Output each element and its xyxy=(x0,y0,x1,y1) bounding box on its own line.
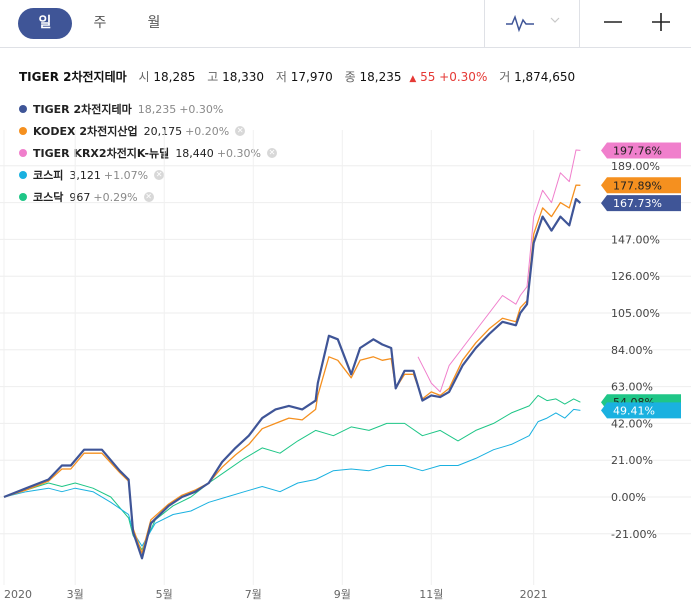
y-tick-label: 105.00% xyxy=(611,307,660,320)
chart-toolbar: 일 주 월 xyxy=(0,0,691,48)
end-value-tag xyxy=(601,402,681,419)
legend-item: 코스피 3,121 +1.07% ✕ xyxy=(19,164,277,186)
y-tick-label: 126.00% xyxy=(611,270,660,283)
series-line xyxy=(3,184,581,554)
end-value-tag xyxy=(601,195,681,212)
x-tick-label: 7월 xyxy=(245,588,262,601)
zoom-in-button[interactable] xyxy=(646,9,676,37)
tab-monthly[interactable]: 월 xyxy=(147,15,161,31)
end-value-label: 177.89% xyxy=(613,179,662,192)
y-tick-label: 42.00% xyxy=(611,417,653,430)
end-value-tag xyxy=(601,177,681,194)
x-tick-label: 2020 xyxy=(4,588,32,601)
series-color-dot xyxy=(19,105,27,113)
low-value: 17,970 xyxy=(290,70,333,84)
high-value: 18,330 xyxy=(222,70,265,84)
chevron-down-icon xyxy=(550,17,560,23)
x-tick-label: 11월 xyxy=(419,588,443,601)
tab-weekly[interactable]: 주 xyxy=(93,15,107,31)
end-value-label: 49.41% xyxy=(613,404,655,417)
close-label: 종 xyxy=(344,70,356,84)
end-value-tag xyxy=(601,142,681,159)
legend-series-change: +1.07% xyxy=(103,168,149,182)
end-value-label: 167.73% xyxy=(613,197,662,210)
series-color-dot xyxy=(19,149,27,157)
instrument-name: TIGER 2차전지테마 xyxy=(19,70,127,84)
change-percent: +0.30% xyxy=(439,70,488,84)
series-color-dot xyxy=(19,171,27,179)
x-tick-label: 5월 xyxy=(156,588,173,601)
x-tick-label: 3월 xyxy=(67,588,84,601)
zoom-out-button[interactable] xyxy=(598,9,628,37)
line-wave-icon xyxy=(506,14,534,33)
y-tick-label: 21.00% xyxy=(611,454,653,467)
series-legend: TIGER 2차전지테마 18,235 +0.30% KODEX 2차전지산업 … xyxy=(19,98,277,208)
minus-icon xyxy=(604,21,622,23)
high-label: 고 xyxy=(207,70,219,84)
y-tick-label: 84.00% xyxy=(611,344,653,357)
remove-series-icon[interactable]: ✕ xyxy=(143,192,154,202)
close-value: 18,235 xyxy=(359,70,402,84)
price-summary: TIGER 2차전지테마 시 18,285 고 18,330 저 17,970 … xyxy=(19,68,575,85)
volume-value: 1,874,650 xyxy=(514,70,576,84)
legend-series-price: 3,121 xyxy=(69,168,101,182)
end-value-label: 197.76% xyxy=(613,144,662,157)
low-label: 저 xyxy=(275,70,287,84)
legend-series-price: 20,175 xyxy=(143,124,183,138)
y-tick-label: 63.00% xyxy=(611,381,653,394)
legend-series-name: TIGER 2차전지테마 xyxy=(33,103,132,116)
change-value: 55 xyxy=(420,70,436,84)
series-color-dot xyxy=(19,193,27,201)
volume-label: 거 xyxy=(499,70,511,84)
legend-series-change: +0.30% xyxy=(216,146,261,160)
legend-item: KODEX 2차전지산업 20,175 +0.20% ✕ xyxy=(19,120,277,142)
legend-series-name: 코스피 xyxy=(33,169,64,182)
toolbar-divider xyxy=(579,0,580,47)
remove-series-icon[interactable]: ✕ xyxy=(235,126,246,136)
legend-series-name: 코스닥 xyxy=(33,191,64,204)
remove-series-icon[interactable]: ✕ xyxy=(154,170,165,180)
chart-type-dropdown[interactable] xyxy=(497,10,579,38)
legend-series-change: +0.30% xyxy=(179,102,224,116)
legend-series-change: +0.29% xyxy=(93,190,138,204)
legend-series-name: KODEX 2차전지산업 xyxy=(33,125,138,138)
series-line xyxy=(3,408,581,547)
series-line xyxy=(3,198,582,560)
legend-item: TIGER 2차전지테마 18,235 +0.30% xyxy=(19,98,277,120)
x-tick-label: 2021 xyxy=(520,588,548,601)
toolbar-divider xyxy=(484,0,485,47)
up-triangle-icon: ▲ xyxy=(409,74,417,84)
open-value: 18,285 xyxy=(153,70,196,84)
y-tick-label: 189.00% xyxy=(611,160,660,173)
legend-item: 코스닥 967 +0.29% ✕ xyxy=(19,186,277,208)
tab-daily[interactable]: 일 xyxy=(18,8,72,39)
legend-series-price: 18,440 xyxy=(175,146,214,160)
legend-item: TIGER KRX2차전지K-뉴딜 18,440 +0.30% ✕ xyxy=(19,142,277,164)
y-tick-label: -21.00% xyxy=(611,528,657,541)
series-line xyxy=(3,394,581,551)
legend-series-change: +0.20% xyxy=(185,124,230,138)
remove-series-icon[interactable]: ✕ xyxy=(266,148,277,158)
open-label: 시 xyxy=(138,70,150,84)
y-tick-label: 147.00% xyxy=(611,233,660,246)
legend-series-price: 18,235 xyxy=(137,102,177,116)
x-tick-label: 9월 xyxy=(334,588,351,601)
plus-icon xyxy=(652,13,670,31)
y-tick-label: 0.00% xyxy=(611,491,646,504)
legend-series-price: 967 xyxy=(69,190,91,204)
series-color-dot xyxy=(19,127,27,135)
legend-series-name: TIGER KRX2차전지K-뉴딜 xyxy=(33,147,170,160)
series-line xyxy=(417,149,581,393)
